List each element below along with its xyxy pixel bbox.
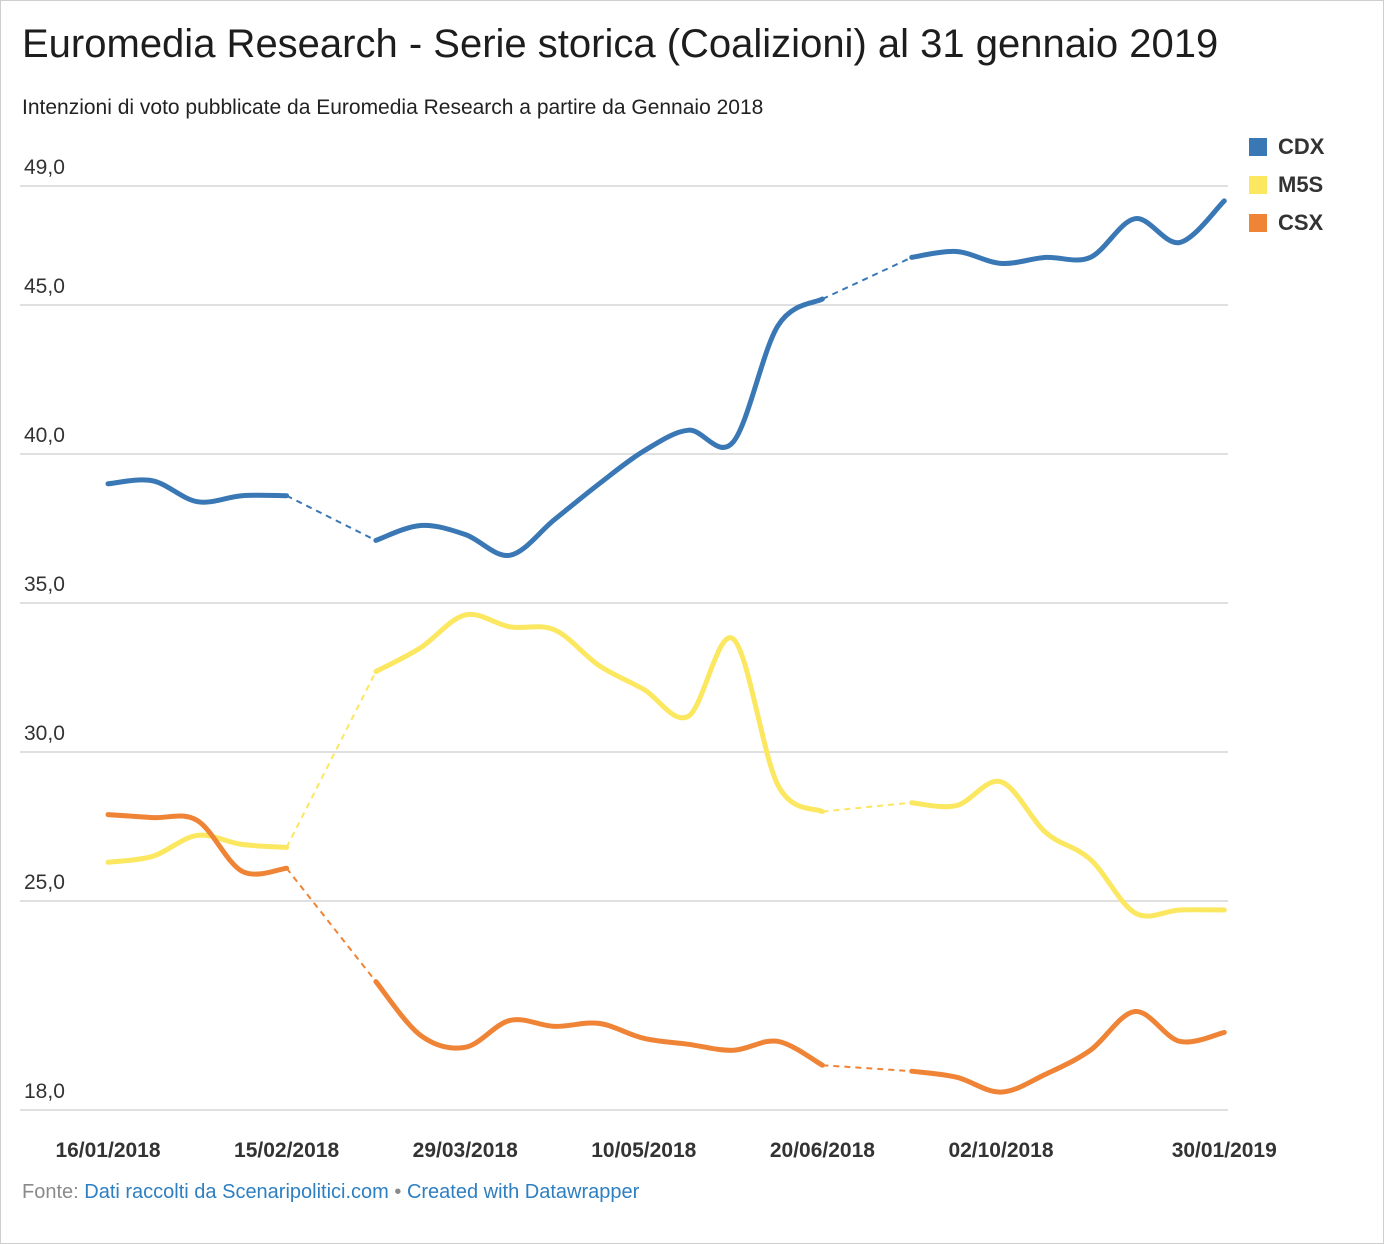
legend-swatch-csx — [1249, 214, 1267, 232]
footer-separator: • — [388, 1181, 407, 1203]
x-tick-label: 30/01/2019 — [1172, 1139, 1277, 1162]
series-csx-gap-connector — [285, 867, 377, 983]
y-tick-label: 49,0 — [24, 156, 65, 179]
x-tick-label: 29/03/2018 — [413, 1139, 518, 1162]
series-cdx — [105, 198, 1227, 558]
series-m5s-gap-connector — [822, 801, 912, 813]
series-cdx-line — [373, 296, 825, 558]
legend-swatch-m5s — [1249, 176, 1267, 194]
x-tick-label: 16/01/2018 — [55, 1139, 160, 1162]
y-tick-label: 25,0 — [24, 871, 65, 894]
legend-label-m5s: M5S — [1278, 172, 1324, 197]
legend-label-cdx: CDX — [1278, 134, 1325, 159]
x-tick-label: 02/10/2018 — [948, 1139, 1053, 1162]
series-m5s-gap-connector — [285, 671, 377, 848]
grid-lines — [20, 185, 1228, 1111]
y-tick-label: 45,0 — [24, 275, 65, 298]
series-m5s-line — [373, 611, 825, 815]
x-tick-label: 15/02/2018 — [234, 1139, 339, 1162]
series-m5s-line — [105, 832, 290, 865]
series-cdx-gap-connector — [821, 256, 913, 300]
y-tick-label: 35,0 — [24, 573, 65, 596]
series-cdx-line — [105, 477, 290, 505]
chart-subtitle: Intenzioni di voto pubblicate da Euromed… — [22, 96, 764, 119]
series-csx-gap-connector — [822, 1064, 912, 1073]
series-lines — [105, 198, 1227, 1095]
series-m5s-line — [909, 778, 1227, 919]
legend-label-csx: CSX — [1278, 210, 1324, 235]
x-axis-tick-labels: 16/01/2018 15/02/2018 29/03/2018 10/05/2018… — [55, 1139, 1276, 1162]
series-csx-line — [909, 1009, 1227, 1095]
x-tick-label: 20/06/2018 — [770, 1139, 875, 1162]
y-tick-label: 18,0 — [24, 1080, 65, 1103]
legend-item-m5s[interactable]: M5S — [1249, 166, 1324, 204]
footer-prefix: Fonte: — [22, 1181, 85, 1203]
legend-swatch-cdx — [1249, 138, 1267, 156]
series-cdx-line — [909, 198, 1227, 266]
chart-title: Euromedia Research - Serie storica (Coal… — [22, 22, 1219, 66]
legend-item-cdx[interactable]: CDX — [1249, 128, 1324, 166]
series-csx-line — [105, 812, 290, 877]
series-m5s — [105, 611, 1227, 919]
series-csx-line — [373, 979, 825, 1068]
source-link[interactable]: Dati raccolti da Scenaripolitici.com — [84, 1181, 389, 1203]
series-csx — [105, 812, 1227, 1095]
y-axis-tick-labels: 49,0 45,0 40,0 35,0 30,0 25,0 18,0 — [24, 156, 65, 1103]
x-tick-label: 10/05/2018 — [591, 1139, 696, 1162]
y-tick-label: 40,0 — [24, 424, 65, 447]
chart-footer: Fonte: Dati raccolti da Scenaripolitici.… — [22, 1181, 639, 1204]
legend-item-csx[interactable]: CSX — [1249, 204, 1324, 242]
datawrapper-credit-link[interactable]: Created with Datawrapper — [406, 1181, 640, 1203]
series-cdx-gap-connector — [286, 494, 377, 542]
legend: CDX M5S CSX — [1249, 128, 1324, 242]
y-tick-label: 30,0 — [24, 722, 65, 745]
